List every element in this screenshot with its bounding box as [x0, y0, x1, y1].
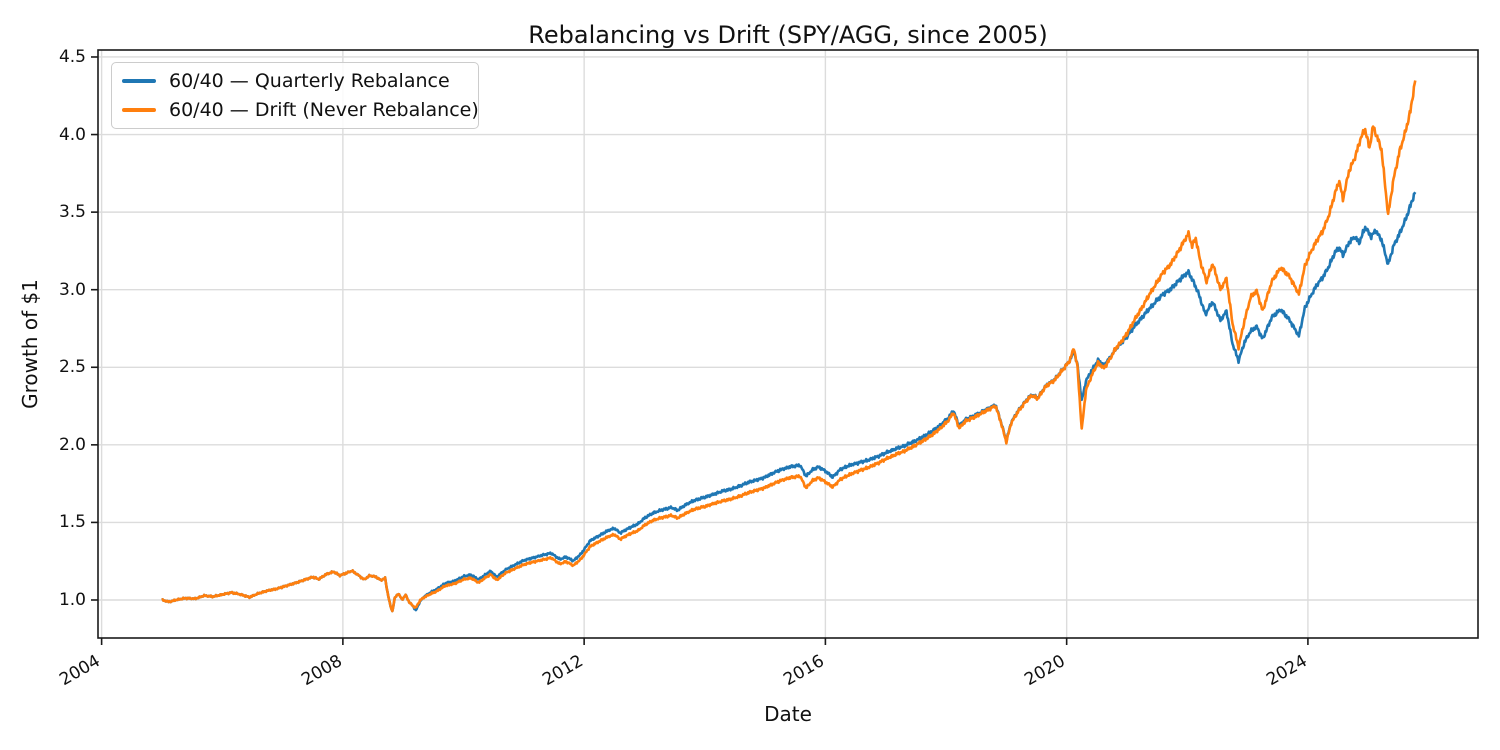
y-tick-label: 2.0	[58, 434, 86, 455]
legend-swatch-drift	[122, 107, 156, 113]
legend: 60/40 — Quarterly Rebalance 60/40 — Drif…	[111, 62, 479, 129]
legend-swatch-rebalance	[122, 78, 156, 84]
x-axis-label: Date	[764, 702, 812, 726]
y-tick-label: 4.5	[58, 46, 86, 67]
plot-frame	[97, 49, 1479, 639]
y-tick-label: 1.5	[58, 512, 86, 533]
legend-entry-rebalance: 60/40 — Quarterly Rebalance	[112, 70, 478, 92]
y-tick-label: 2.5	[58, 357, 86, 378]
y-tick-label: 1.0	[58, 589, 86, 610]
series-line-rebalance	[161, 191, 1417, 613]
chart-title: Rebalancing vs Drift (SPY/AGG, since 200…	[528, 21, 1048, 49]
legend-label-drift: 60/40 — Drift (Never Rebalance)	[169, 99, 479, 121]
y-tick-label: 3.0	[58, 279, 86, 300]
y-tick-label: 3.5	[58, 202, 86, 223]
legend-label-rebalance: 60/40 — Quarterly Rebalance	[169, 70, 450, 92]
legend-entry-drift: 60/40 — Drift (Never Rebalance)	[112, 99, 479, 121]
y-tick-label: 4.0	[58, 124, 86, 145]
series-line-drift	[161, 80, 1417, 613]
y-axis-label: Growth of $1	[18, 279, 42, 409]
